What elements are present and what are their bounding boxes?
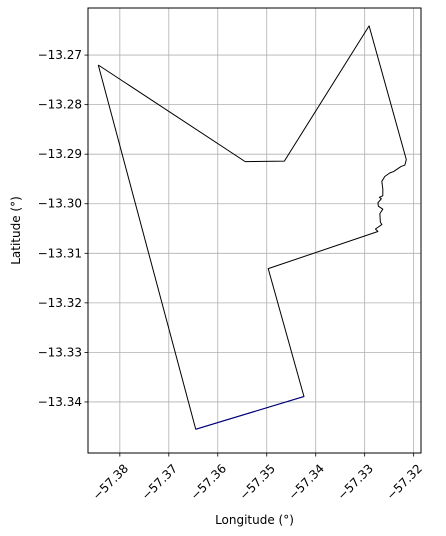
y-tick-label-5: −13.32 [38,296,82,310]
y-axis-label: Latitude (°) [9,196,23,265]
y-tick-label-1: −13.28 [38,98,82,112]
y-tick-label-0: −13.27 [38,48,82,62]
y-tick-label-2: −13.29 [38,147,82,161]
y-tick-label-4: −13.31 [38,246,82,260]
y-tick-label-7: −13.34 [38,395,82,409]
y-tick-label-6: −13.33 [38,345,82,359]
x-axis-label: Longitude (°) [215,513,294,527]
y-tick-label-3: −13.30 [38,197,82,211]
